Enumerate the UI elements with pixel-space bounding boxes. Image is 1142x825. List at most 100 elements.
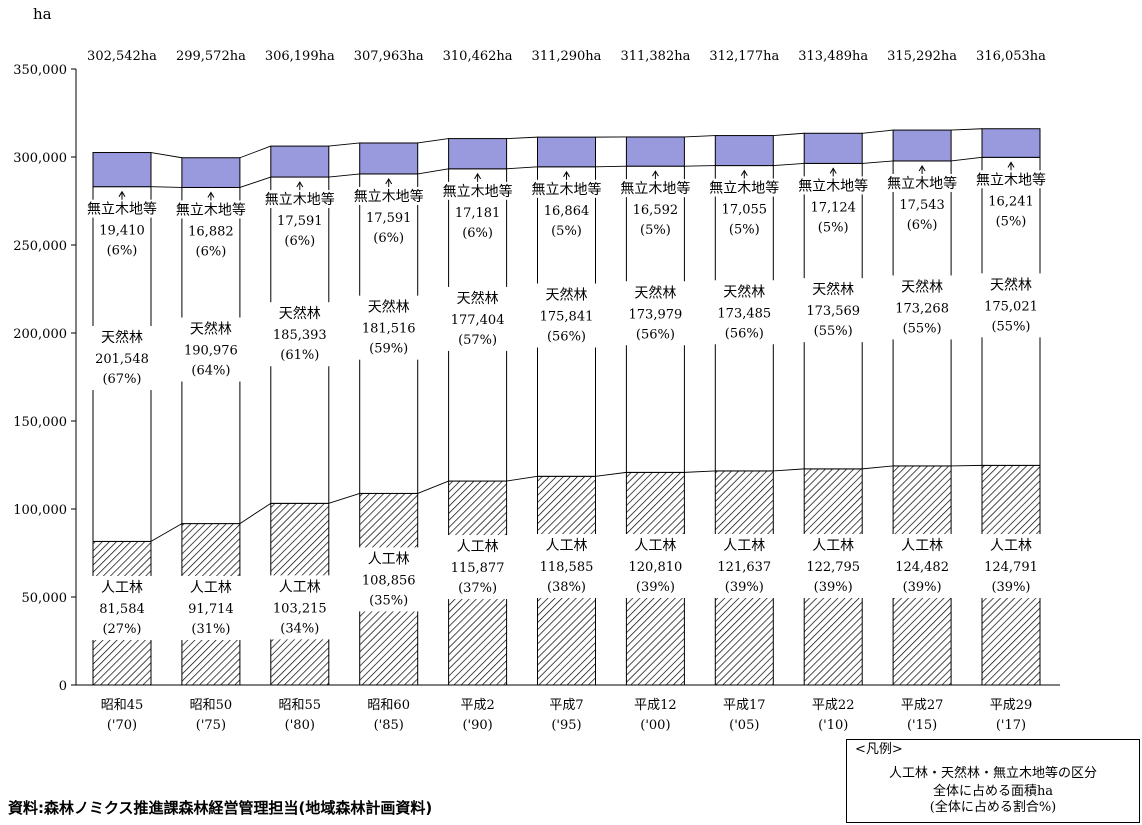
planted-forest-pct: (35%): [369, 593, 408, 608]
label-backdrop: [802, 534, 865, 598]
planted-forest-name: 人工林: [279, 579, 321, 595]
y-axis-unit-label: ha: [33, 5, 52, 23]
label-backdrop: [980, 534, 1042, 598]
label-backdrop: [791, 176, 876, 195]
planted-forest-value: 124,482: [895, 560, 949, 575]
arrow-head: [118, 190, 126, 197]
x-tick-label: 昭和60: [367, 698, 410, 713]
bar-segment-unstocked-land: [714, 135, 774, 167]
source-note: 資料:森林ノミクス推進課森林経営管理担当(地域森林計画資料): [8, 799, 433, 817]
connector-line: [239, 176, 271, 188]
total-label: 306,199ha: [265, 49, 335, 64]
label-backdrop: [980, 273, 1042, 338]
planted-forest-value: 118,585: [540, 560, 594, 575]
label-backdrop: [446, 286, 509, 351]
natural-forest-value: 181,516: [362, 322, 416, 337]
x-tick-label: 平成27: [901, 698, 944, 713]
arrow-head: [207, 191, 215, 198]
natural-forest-name: 天然林: [279, 305, 321, 322]
arrow-head: [829, 167, 837, 174]
label-backdrop: [891, 534, 954, 598]
unstocked-land-name: 無立木地等: [887, 175, 957, 192]
y-tick-label: 350,000: [13, 63, 67, 78]
x-tick-label: ('80): [285, 718, 315, 733]
total-label: 307,963ha: [354, 49, 424, 64]
label-backdrop: [268, 302, 331, 367]
x-axis: 昭和45 ('70) 昭和50 ('75) 昭和55 ('80) 昭和60 ('85) 平成2 (…: [76, 684, 1060, 733]
arrow-head: [918, 164, 926, 172]
unstocked-land-pct: (5%): [818, 220, 849, 235]
bar-segment-unstocked-land: [270, 145, 330, 178]
connector-line: [150, 186, 182, 188]
unstocked-land-name: 無立木地等: [798, 177, 868, 194]
natural-forest-pct: (55%): [814, 324, 853, 339]
y-tick-label: 150,000: [13, 415, 67, 430]
label-backdrop: [891, 275, 954, 340]
planted-forest-value: 103,215: [273, 601, 327, 616]
connector-line: [239, 502, 272, 524]
planted-forest-pct: (34%): [280, 621, 319, 636]
x-tick-label: ('95): [551, 718, 581, 733]
natural-forest-pct: (56%): [725, 326, 764, 341]
planted-forest-value: 120,810: [629, 560, 683, 575]
connector-line: [506, 475, 538, 482]
arrow-head: [385, 177, 393, 185]
connector-line: [239, 145, 271, 159]
natural-forest-value: 173,569: [806, 304, 860, 319]
planted-forest-name: 人工林: [901, 538, 943, 554]
unstocked-land-value: 17,543: [899, 198, 945, 213]
total-label: 313,489ha: [798, 49, 868, 64]
natural-forest-name: 天然林: [901, 278, 943, 295]
natural-forest-pct: (57%): [458, 333, 497, 348]
x-tick-label: 平成7: [549, 698, 583, 713]
connector-line: [506, 166, 538, 170]
label-backdrop: [357, 295, 420, 360]
connector-lines: [150, 128, 983, 542]
unstocked-land-pct: (6%): [107, 244, 138, 259]
connector-line: [328, 492, 360, 504]
label-backdrop: [535, 283, 598, 348]
label-backdrop: [624, 534, 687, 598]
connector-line: [773, 468, 805, 472]
unstocked-land-name: 無立木地等: [176, 201, 246, 218]
data-labels: 302,542ha 無立木地等 19,410 (6%) 天然林 201,548 (67%) 人…: [80, 49, 1053, 640]
unstocked-land-pct: (5%): [551, 224, 582, 239]
stacked-bar-chart: ha 0 50,000 100,000 150,000 200,000 250,000 30…: [13, 5, 1060, 733]
label-backdrop: [802, 278, 865, 343]
bar-segment-unstocked-land: [625, 136, 685, 167]
label-backdrop: [91, 576, 153, 640]
unstocked-land-name: 無立木地等: [265, 191, 335, 208]
connector-line: [595, 471, 627, 477]
unstocked-land-value: 16,882: [188, 224, 234, 239]
legend-line-area: 全体に占める面積ha: [932, 784, 1054, 799]
unstocked-land-value: 16,241: [988, 194, 1034, 209]
planted-forest-value: 122,795: [806, 560, 860, 575]
total-label: 311,382ha: [620, 49, 690, 64]
natural-forest-name: 天然林: [634, 284, 676, 301]
x-tick-label: 平成12: [634, 698, 677, 713]
natural-forest-name: 天然林: [723, 283, 765, 300]
arrow-head: [1007, 161, 1015, 168]
unstocked-land-value: 17,055: [722, 203, 768, 218]
label-backdrop: [179, 576, 242, 640]
planted-forest-pct: (39%): [725, 580, 764, 595]
unstocked-land-pct: (6%): [284, 234, 315, 249]
planted-forest-pct: (39%): [814, 580, 853, 595]
arrow-head: [474, 172, 482, 180]
bar-segment-unstocked-land: [92, 152, 152, 188]
arrow-head: [740, 169, 748, 176]
planted-forest-name: 人工林: [634, 538, 676, 554]
planted-forest-name: 人工林: [457, 539, 499, 555]
natural-forest-value: 201,548: [95, 352, 149, 367]
connector-line: [328, 142, 360, 147]
label-backdrop: [613, 179, 698, 198]
label-backdrop: [257, 190, 342, 209]
connector-line: [862, 465, 894, 470]
natural-forest-name: 天然林: [368, 299, 410, 316]
label-backdrop: [713, 280, 776, 345]
x-tick-label: 平成29: [990, 698, 1033, 713]
planted-forest-pct: (38%): [547, 580, 586, 595]
bar-segment-unstocked-land: [803, 132, 863, 164]
unstocked-land-name: 無立木地等: [709, 180, 779, 197]
label-backdrop: [624, 281, 687, 346]
